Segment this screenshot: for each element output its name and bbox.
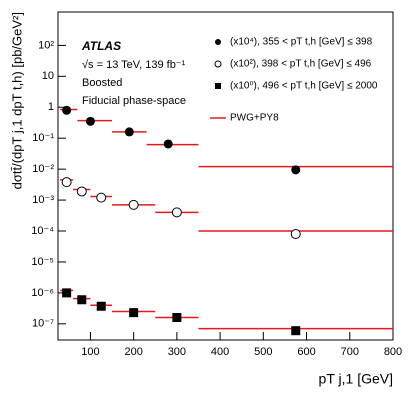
x-axis-label: pT j,1 [GeV] bbox=[319, 371, 393, 387]
data-point bbox=[124, 127, 134, 137]
data-point bbox=[290, 229, 301, 240]
data-point bbox=[62, 105, 72, 115]
y-axis-label: dσtt̄/(dpT j,1 dpT t,h) [pb/GeV²] bbox=[9, 12, 24, 189]
legend-label: PWG+PY8 bbox=[230, 113, 279, 124]
y-tick-label: 10⁻⁵ bbox=[31, 256, 54, 268]
data-point bbox=[129, 308, 139, 318]
y-tick-label: 10⁻¹ bbox=[32, 132, 54, 144]
data-point bbox=[128, 199, 139, 210]
data-point bbox=[76, 186, 87, 197]
data-point bbox=[291, 165, 301, 175]
annotation: ATLAS bbox=[81, 39, 121, 53]
y-tick-label: 10² bbox=[38, 39, 54, 51]
legend-swatch bbox=[215, 39, 221, 45]
data-point bbox=[85, 116, 95, 126]
annotation: √s = 13 TeV, 139 fb⁻¹ bbox=[82, 59, 186, 71]
annotation: Boosted bbox=[82, 77, 122, 89]
data-point bbox=[172, 313, 182, 323]
data-point bbox=[96, 301, 106, 311]
annotation: Fiducial phase-space bbox=[82, 95, 186, 107]
y-tick-label: 10⁻² bbox=[32, 163, 54, 175]
legend-label: (x10⁰), 496 < pT t,h [GeV] ≤ 2000 bbox=[230, 81, 378, 92]
x-tick-label: 500 bbox=[254, 346, 272, 358]
x-tick-label: 600 bbox=[297, 346, 315, 358]
y-tick-label: 10⁻³ bbox=[32, 194, 54, 206]
data-point bbox=[61, 177, 72, 188]
data-point bbox=[171, 207, 182, 218]
data-point bbox=[163, 139, 173, 149]
data-point bbox=[96, 192, 107, 203]
x-tick-label: 800 bbox=[384, 346, 402, 358]
legend-label: (x10²), 398 < pT t,h [GeV] ≤ 496 bbox=[230, 59, 372, 70]
x-tick-label: 400 bbox=[211, 346, 229, 358]
data-point bbox=[291, 326, 301, 336]
y-tick-label: 1 bbox=[48, 101, 54, 113]
y-tick-label: 10⁻⁶ bbox=[31, 287, 54, 299]
x-tick-label: 100 bbox=[81, 346, 99, 358]
plot-frame bbox=[57, 11, 394, 341]
data-point bbox=[77, 295, 87, 305]
legend-swatch bbox=[214, 60, 222, 68]
y-tick-label: 10⁻⁷ bbox=[32, 318, 54, 330]
legend-label: (x10⁴), 355 < pT t,h [GeV] ≤ 398 bbox=[230, 37, 373, 48]
x-tick-label: 300 bbox=[168, 346, 186, 358]
legend-swatch bbox=[215, 83, 221, 89]
y-tick-label: 10⁻⁴ bbox=[31, 225, 54, 237]
y-tick-label: 10 bbox=[42, 70, 54, 82]
x-tick-label: 700 bbox=[341, 346, 359, 358]
data-point bbox=[62, 288, 72, 298]
x-tick-label: 200 bbox=[124, 346, 142, 358]
